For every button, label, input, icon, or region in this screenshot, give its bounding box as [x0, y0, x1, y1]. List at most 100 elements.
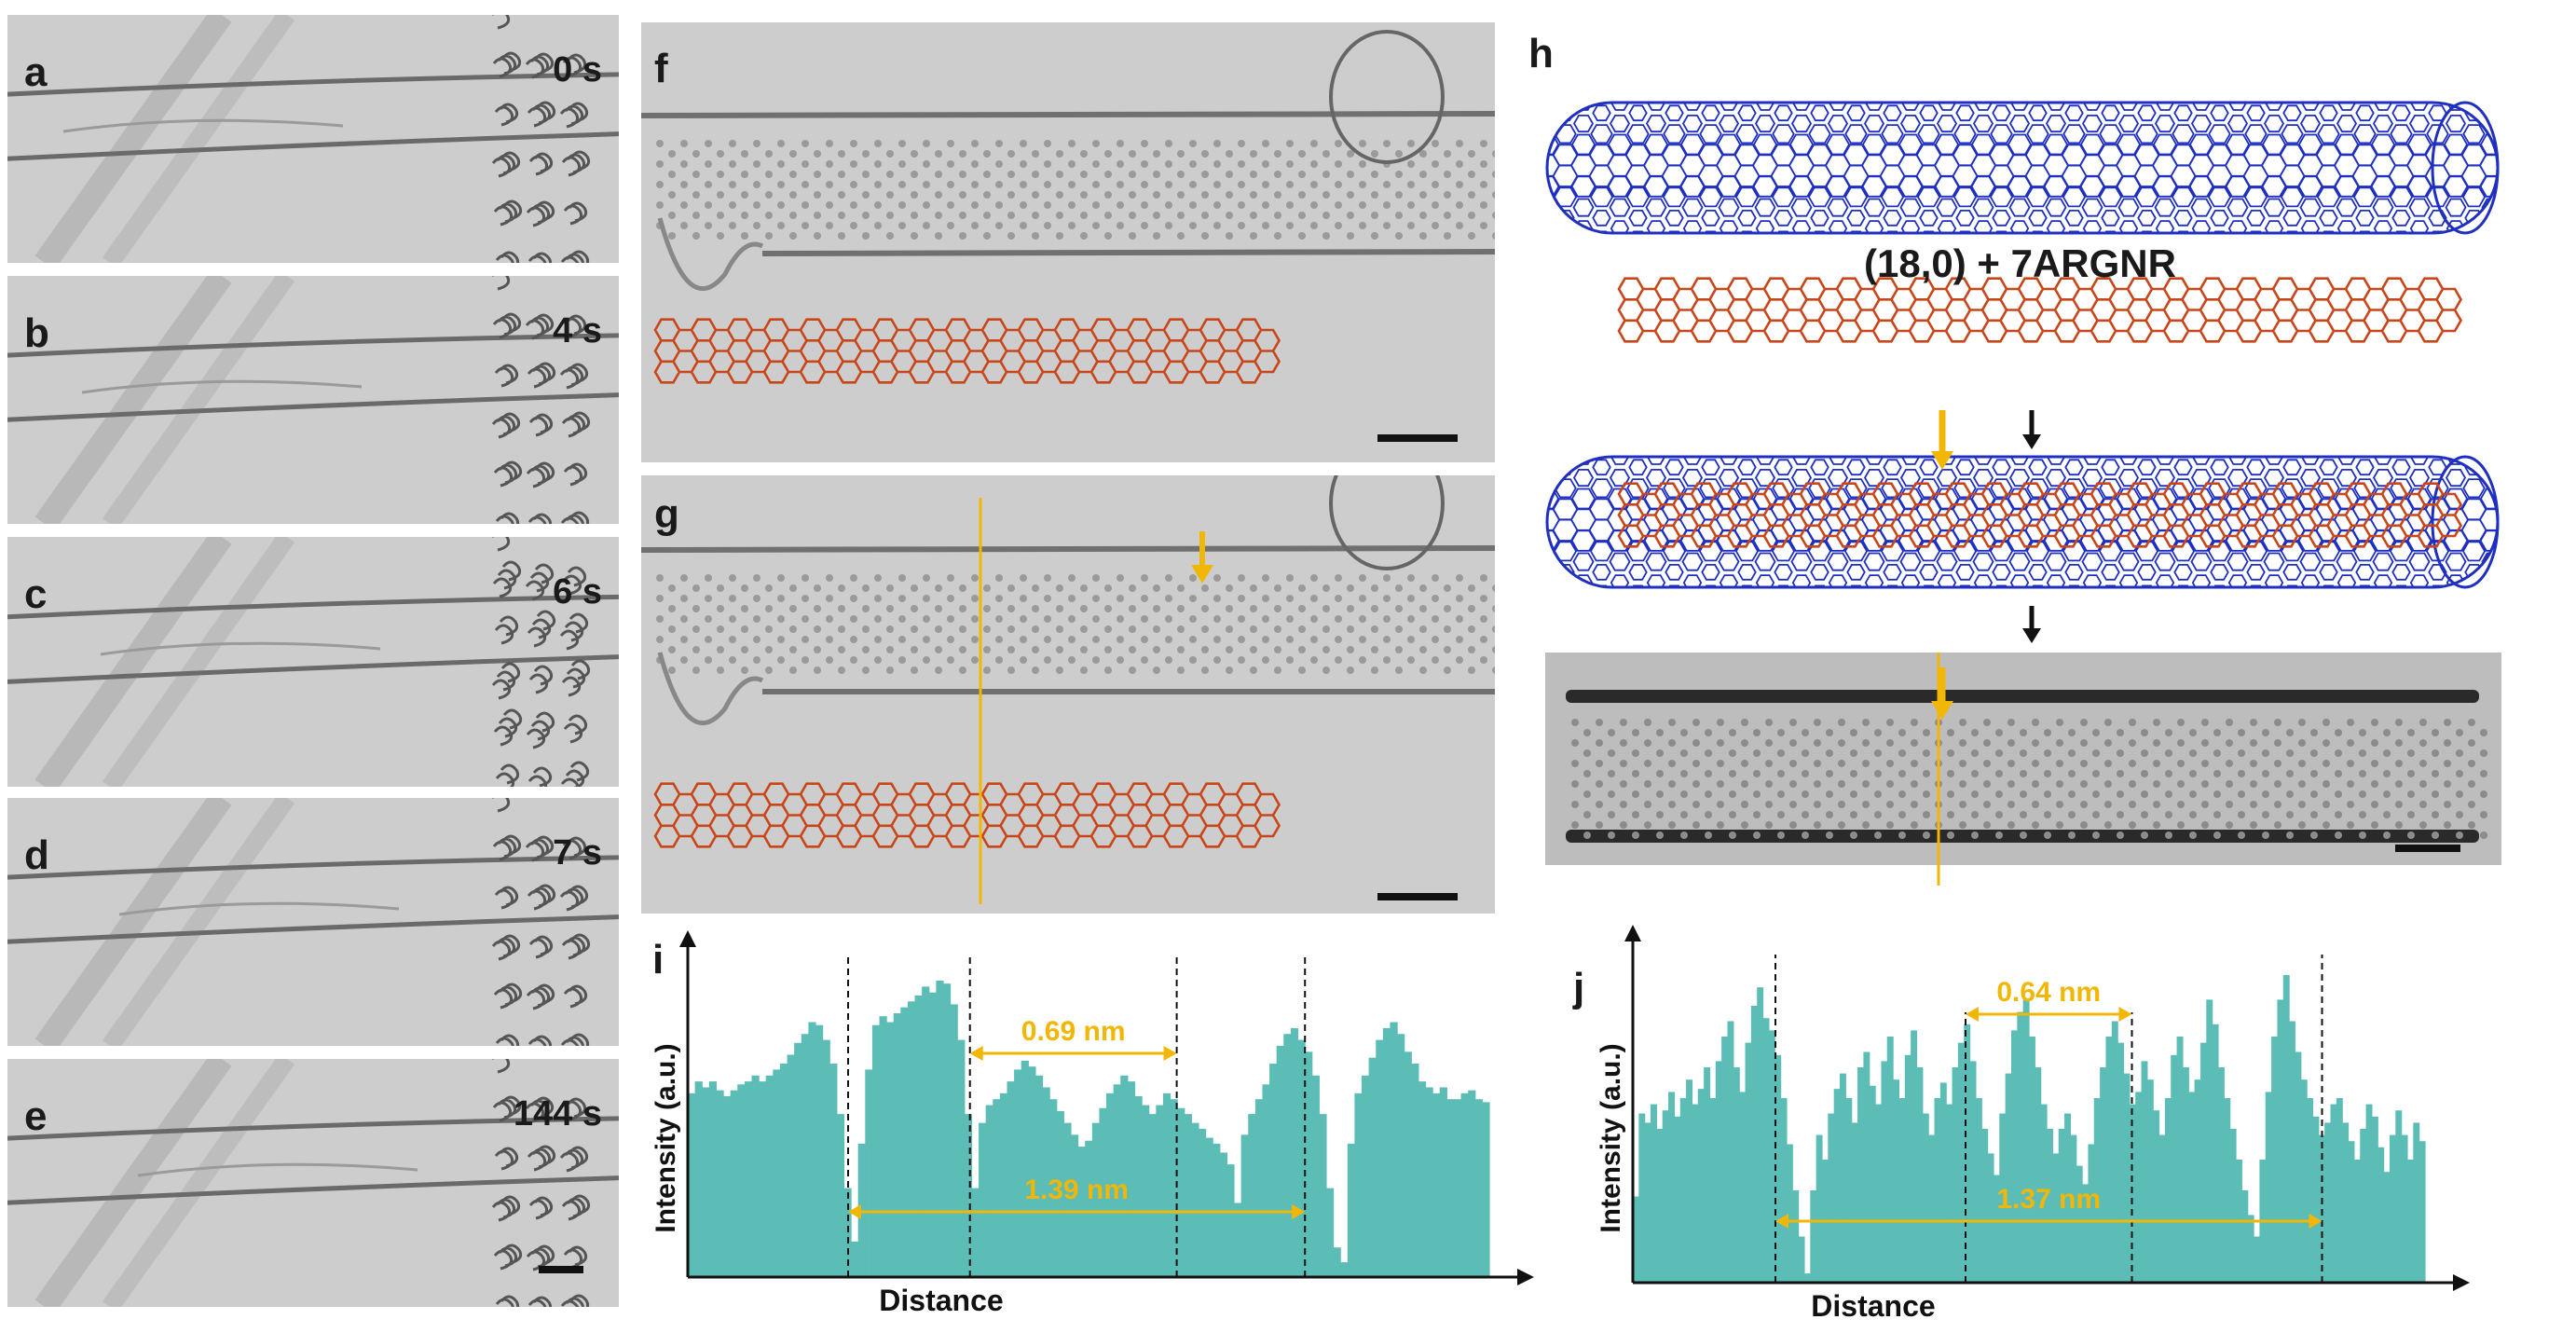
- scale-bar-f: [1377, 434, 1458, 442]
- bar-i-98: [1382, 1027, 1391, 1277]
- bar-j-80: [2105, 1037, 2113, 1283]
- tem-frame-e: e 144 s: [7, 1059, 619, 1307]
- bar-i-24: [857, 1143, 866, 1277]
- scale-bar-h: [2395, 845, 2460, 852]
- bar-j-42: [1881, 1061, 1888, 1283]
- bar-i-87: [1305, 1051, 1313, 1277]
- bar-i-41: [979, 1122, 987, 1277]
- diagonal-tube-2: [102, 1059, 295, 1307]
- bar-j-132: [2413, 1122, 2420, 1283]
- tube-wall-bottom: [7, 914, 619, 944]
- bar-i-2: [702, 1087, 710, 1277]
- bar-i-64: [1142, 1105, 1150, 1277]
- bar-j-76: [2082, 1184, 2090, 1283]
- bar-j-38: [1857, 1067, 1864, 1283]
- bar-i-57: [1091, 1122, 1101, 1277]
- bar-i-22: [843, 1188, 852, 1277]
- tem-frame-c: c 6 s: [7, 537, 619, 787]
- bar-i-78: [1240, 1134, 1249, 1277]
- bar-j-49: [1922, 1113, 1929, 1283]
- diagonal-tube-1: [34, 537, 232, 787]
- bar-j-47: [1911, 1030, 1918, 1283]
- bar-i-10: [759, 1081, 767, 1277]
- bar-j-15: [1721, 1037, 1729, 1283]
- bar-j-112: [2295, 1051, 2302, 1283]
- defect-arrow-h2-head: [1931, 701, 1953, 720]
- bar-j-53: [1946, 1104, 1953, 1283]
- tube-wall-top: [641, 545, 1495, 553]
- bar-i-112: [1482, 1102, 1490, 1277]
- bar-i-30: [900, 1007, 909, 1277]
- bar-i-7: [737, 1084, 746, 1277]
- bar-i-91: [1333, 1247, 1341, 1277]
- bar-i-75: [1219, 1152, 1228, 1277]
- bar-j-36: [1845, 1098, 1853, 1283]
- bars-j: [1633, 975, 2426, 1283]
- tem-image-f: [641, 22, 1495, 462]
- bar-j-100: [2224, 1098, 2231, 1283]
- ribbon-inside-tube: [1617, 482, 2463, 548]
- bar-i-109: [1460, 1093, 1469, 1277]
- bar-i-62: [1127, 1081, 1136, 1277]
- short-spacing-left-head: [1966, 1007, 1979, 1022]
- schematic-h: [1545, 101, 2501, 886]
- bar-j-13: [1709, 1098, 1717, 1283]
- bar-i-14: [787, 1054, 795, 1277]
- panel-label-h: h: [1528, 31, 1554, 76]
- bar-i-72: [1198, 1129, 1207, 1277]
- amorphous-cluster: [491, 537, 591, 787]
- bar-j-52: [1939, 1082, 1947, 1283]
- long-spacing-label: 1.39 nm: [1024, 1175, 1129, 1205]
- bar-i-58: [1099, 1107, 1107, 1277]
- bar-j-10: [1692, 1104, 1699, 1283]
- bar-j-105: [2254, 1236, 2260, 1283]
- bar-i-95: [1362, 1075, 1370, 1277]
- bar-j-14: [1715, 1061, 1722, 1283]
- bar-i-102: [1411, 1064, 1419, 1277]
- bar-i-69: [1177, 1107, 1185, 1277]
- bar-i-97: [1376, 1039, 1384, 1277]
- tube-wall-top: [641, 111, 1495, 118]
- bar-i-84: [1283, 1034, 1292, 1277]
- diagonal-tube-1: [34, 276, 232, 524]
- panel-label-c: c: [24, 571, 48, 617]
- time-label-e: 144 s: [513, 1094, 602, 1134]
- amorphous-cluster: [491, 798, 591, 1046]
- y-axis-arrow: [1624, 925, 1641, 941]
- short-spacing-left-head: [969, 1046, 983, 1061]
- bar-i-51: [1049, 1099, 1058, 1277]
- bar-j-0: [1633, 1196, 1639, 1283]
- diagonal-tube-1: [34, 798, 232, 1046]
- bar-j-98: [2212, 1024, 2219, 1283]
- bar-i-9: [751, 1075, 760, 1277]
- bar-j-1: [1638, 1113, 1646, 1283]
- bar-i-8: [744, 1081, 753, 1277]
- bar-j-56: [1964, 1024, 1971, 1283]
- bar-j-4: [1656, 1129, 1664, 1283]
- bar-i-46: [1014, 1069, 1022, 1277]
- bar-j-50: [1928, 1134, 1936, 1283]
- bar-i-23: [851, 1241, 859, 1277]
- bar-i-3: [708, 1081, 718, 1277]
- amorphous-cluster: [491, 15, 591, 263]
- bar-j-109: [2277, 999, 2284, 1283]
- diagonal-tube-1: [34, 1059, 232, 1307]
- bar-i-104: [1425, 1087, 1433, 1277]
- bar-i-45: [1007, 1081, 1015, 1277]
- bar-j-87: [2146, 1079, 2154, 1283]
- chart-i: 0.69 nm 1.39 nm Distance Intensity (a.u.): [651, 930, 1534, 1317]
- x-axis-label: Distance: [1811, 1289, 1935, 1323]
- bar-i-20: [829, 1064, 838, 1277]
- bar-j-73: [2064, 1113, 2071, 1283]
- bar-i-31: [907, 1001, 916, 1277]
- panel-label-g: g: [654, 491, 679, 537]
- bar-i-105: [1432, 1093, 1441, 1277]
- amorphous-cluster: [491, 1059, 591, 1307]
- inner-ribbon-trace: [62, 118, 344, 133]
- tem-image-e: [7, 1059, 619, 1307]
- bar-j-68: [2035, 1067, 2042, 1283]
- bar-j-2: [1644, 1122, 1651, 1283]
- bar-j-88: [2153, 1110, 2160, 1283]
- bar-i-33: [922, 986, 930, 1277]
- bar-i-100: [1397, 1034, 1405, 1277]
